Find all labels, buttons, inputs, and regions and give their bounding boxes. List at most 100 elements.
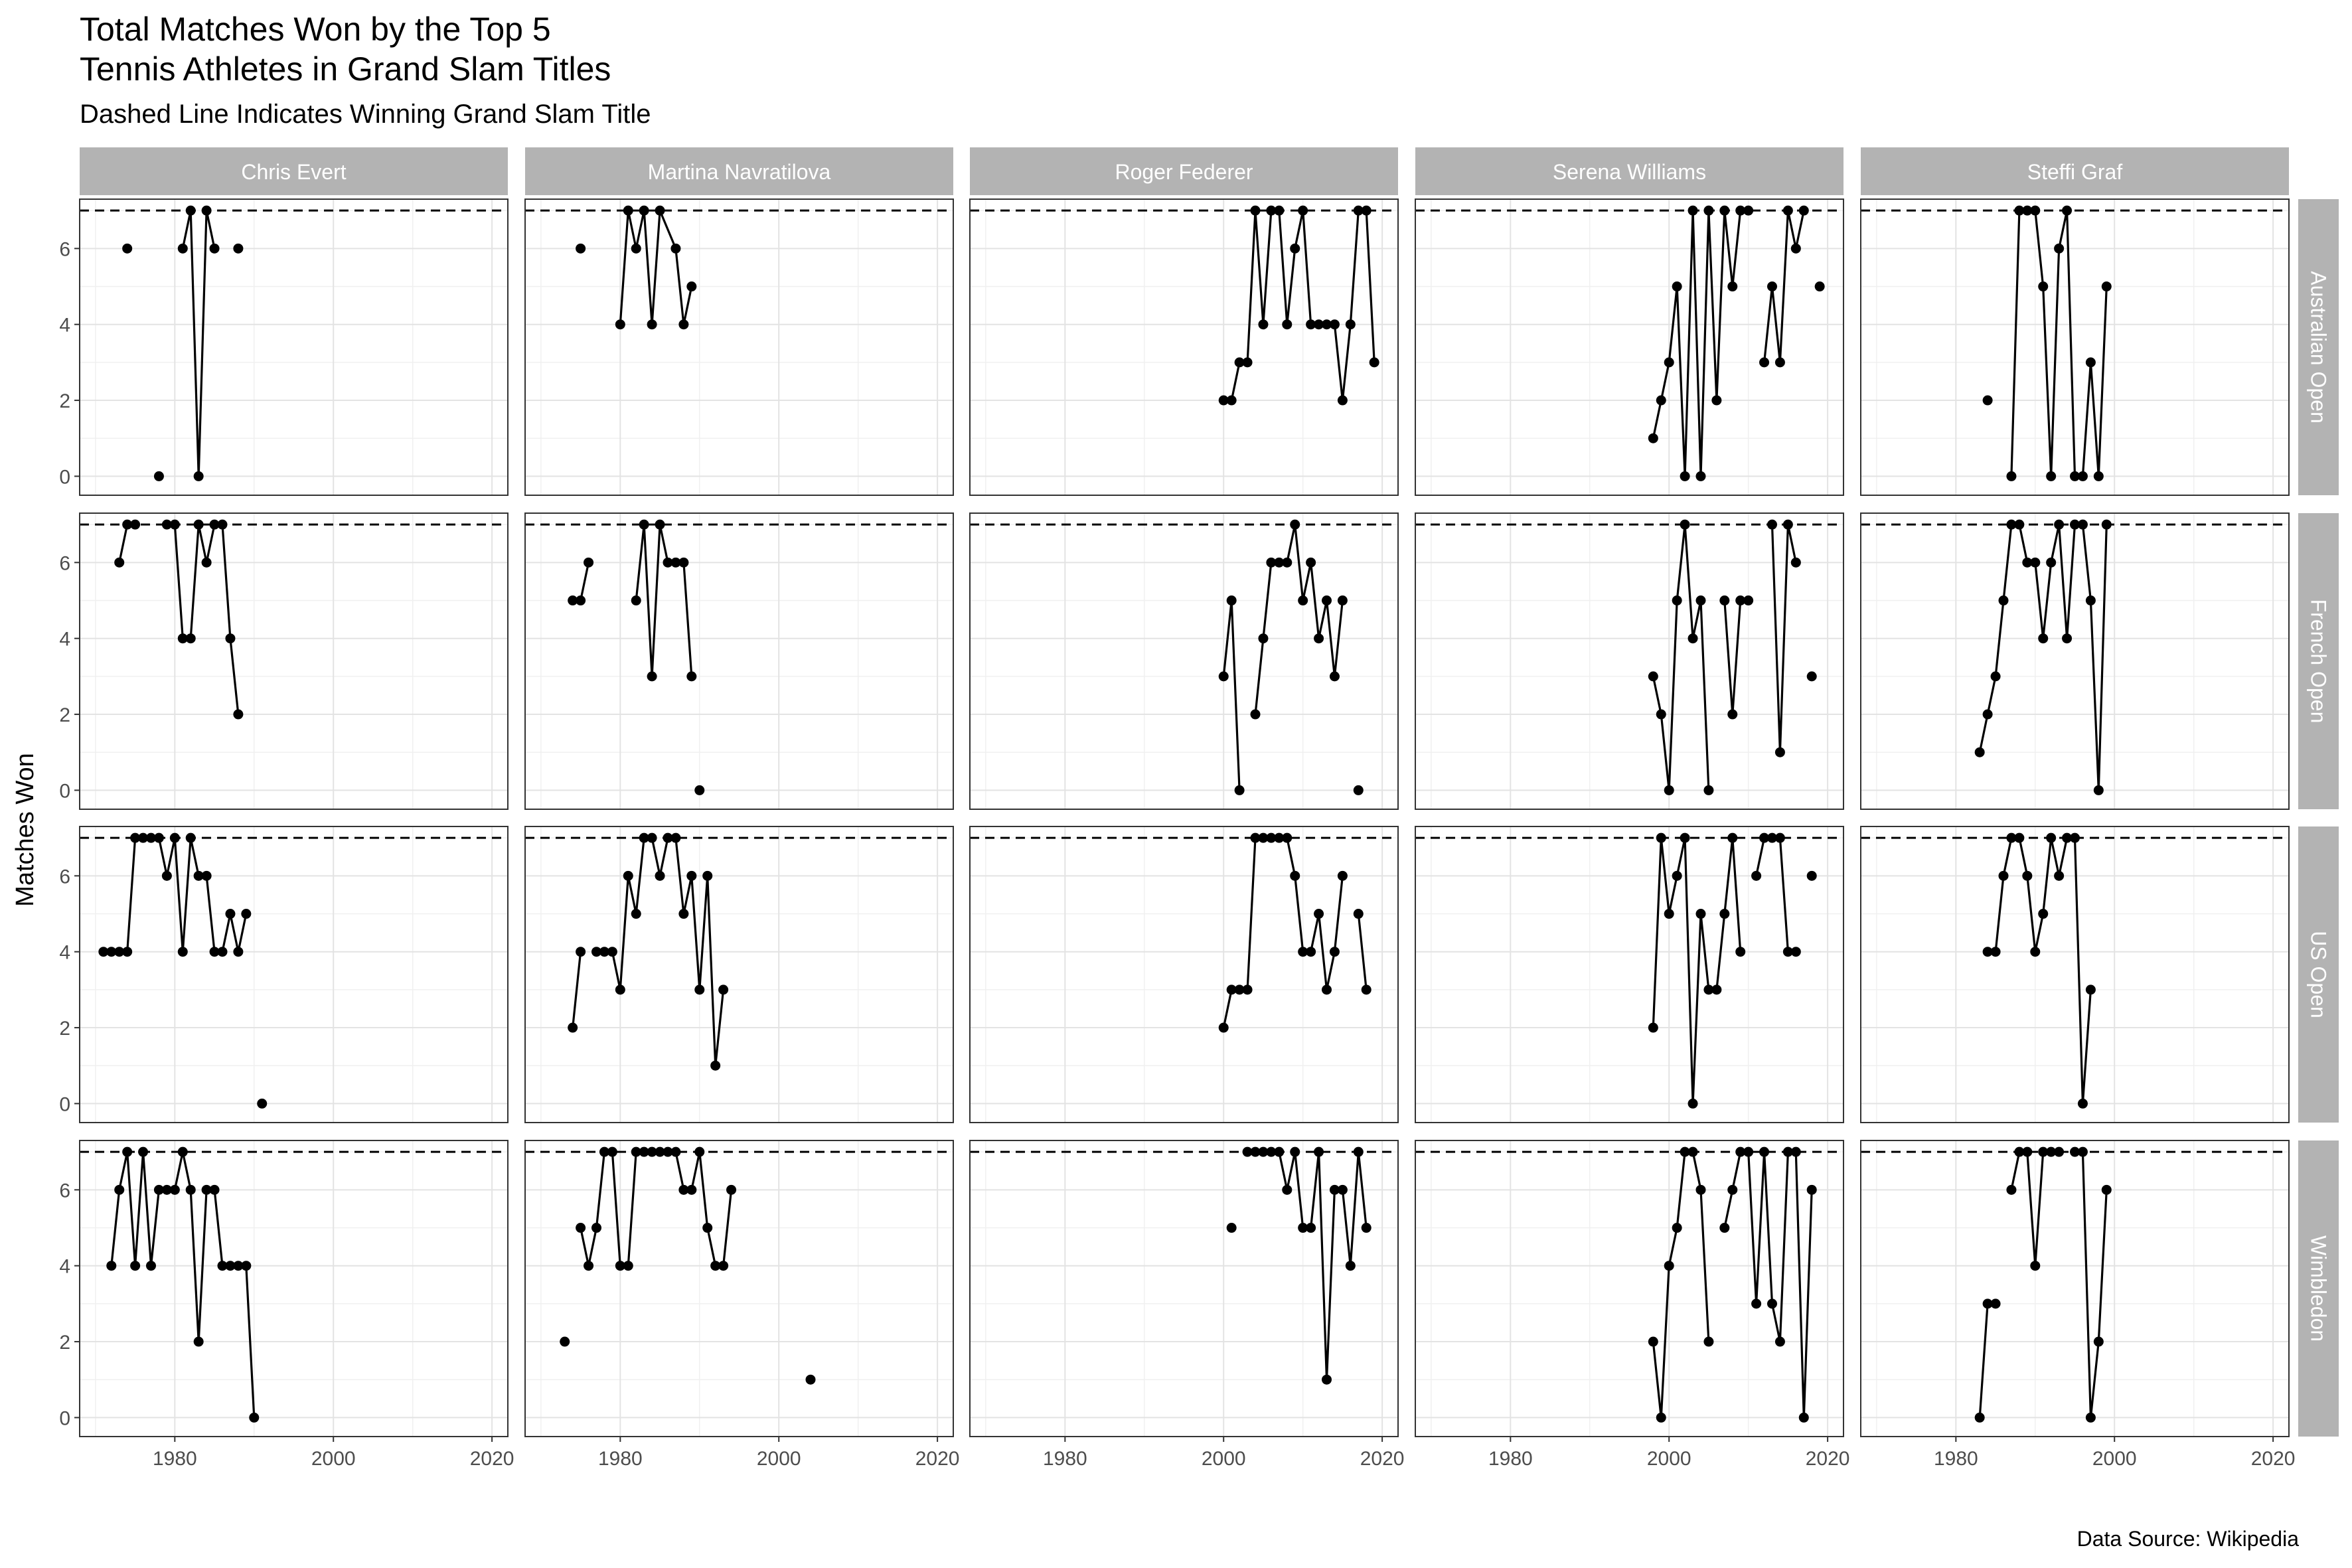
data-point — [686, 671, 697, 682]
series-line — [1652, 1150, 1710, 1418]
data-point — [1703, 785, 1714, 795]
y-tick-label: 6 — [59, 238, 70, 260]
data-point — [249, 1412, 260, 1423]
panel-steffi-graf-us-open — [1860, 826, 2290, 1123]
data-point — [2014, 1146, 2025, 1157]
data-point — [193, 471, 204, 481]
panel-background — [1861, 1140, 2289, 1437]
data-point — [2046, 471, 2057, 481]
facet-strip-french-open — [2298, 513, 2339, 809]
x-tick-label: 2000 — [2092, 1448, 2137, 1470]
data-point — [1242, 357, 1253, 368]
panel-martina-navratilova-us-open — [524, 826, 954, 1123]
data-point — [201, 205, 212, 216]
panel-roger-federer-french-open — [969, 512, 1399, 810]
series-line — [167, 523, 240, 715]
data-point — [1767, 519, 1777, 530]
data-point — [1298, 595, 1308, 606]
panel-border — [969, 1140, 1399, 1437]
panel-serena-williams-wimbledon: 1980 2000 2020 — [1415, 1140, 1849, 1470]
panel-border — [524, 826, 954, 1123]
data-point — [1648, 1022, 1658, 1033]
panel-background — [80, 826, 508, 1123]
facet-strip-us-open — [2298, 826, 2339, 1123]
data-point — [2038, 909, 2049, 919]
data-point — [1329, 1184, 1340, 1195]
data-point — [1314, 1146, 1324, 1157]
panel-chris-evert-us-open: 0 2 4 6 — [59, 826, 509, 1123]
data-point — [2030, 947, 2041, 957]
data-point — [615, 319, 625, 330]
panel-border — [1415, 1140, 1844, 1437]
data-point — [1990, 1298, 2001, 1309]
data-point — [1322, 984, 1332, 995]
panel-border — [524, 512, 954, 810]
data-point — [177, 633, 188, 644]
data-point — [584, 1261, 594, 1271]
panel-background — [525, 513, 953, 809]
data-point — [130, 519, 141, 530]
data-point — [1687, 205, 1698, 216]
data-point — [1266, 205, 1277, 216]
panel-background — [970, 826, 1398, 1123]
x-tick-label: 2000 — [1647, 1448, 1691, 1470]
data-point — [1790, 557, 1801, 568]
panel-serena-williams-french-open — [1415, 512, 1844, 810]
data-point — [1322, 1374, 1332, 1385]
data-point — [193, 870, 204, 881]
data-point — [2054, 243, 2065, 254]
facet-strip-chris-evert — [80, 147, 508, 195]
data-point — [639, 832, 649, 843]
panel-background — [80, 1140, 508, 1437]
data-point — [1274, 557, 1285, 568]
data-point — [1258, 832, 1269, 843]
data-point — [694, 984, 705, 995]
data-point — [1982, 947, 1993, 957]
data-point — [1990, 947, 2001, 957]
data-point — [241, 909, 252, 919]
data-point — [1974, 747, 1985, 757]
data-point — [2054, 1146, 2065, 1157]
facet-label-steffi-graf: Steffi Graf — [2027, 160, 2123, 184]
data-point — [177, 947, 188, 957]
data-point — [153, 1184, 164, 1195]
data-point — [1329, 319, 1340, 330]
facet-label-chris-evert: Chris Evert — [241, 160, 346, 184]
data-point — [1798, 1412, 1809, 1423]
data-point — [1782, 205, 1793, 216]
data-point — [225, 633, 236, 644]
data-point — [1672, 281, 1682, 292]
data-point — [153, 832, 164, 843]
data-point — [1759, 832, 1770, 843]
panel-martina-navratilova-french-open — [524, 512, 954, 810]
series-line — [1723, 1150, 1813, 1418]
data-point — [153, 471, 164, 481]
panel-border — [1415, 512, 1844, 810]
data-point — [2054, 519, 2065, 530]
data-point — [631, 909, 641, 919]
data-point — [1790, 947, 1801, 957]
data-point — [599, 947, 609, 957]
data-point — [1806, 671, 1817, 682]
data-point — [670, 243, 681, 254]
y-tick-label: 2 — [59, 390, 70, 412]
data-point — [185, 205, 196, 216]
data-point — [1274, 205, 1285, 216]
data-point — [663, 832, 673, 843]
data-point — [694, 785, 705, 795]
data-point — [1250, 709, 1261, 720]
facet-label-french-open: French Open — [2307, 599, 2331, 724]
data-point — [225, 1261, 236, 1271]
chart-caption: Data Source: Wikipedia — [2077, 1527, 2299, 1551]
data-point — [1314, 319, 1324, 330]
data-point — [1226, 984, 1237, 995]
data-point — [1353, 1146, 1364, 1157]
data-point — [2101, 281, 2112, 292]
data-point — [670, 832, 681, 843]
data-point — [2085, 357, 2096, 368]
data-point — [663, 1146, 673, 1157]
data-point — [161, 870, 172, 881]
data-point — [1290, 519, 1300, 530]
data-point — [694, 1146, 705, 1157]
data-point — [1337, 395, 1348, 406]
